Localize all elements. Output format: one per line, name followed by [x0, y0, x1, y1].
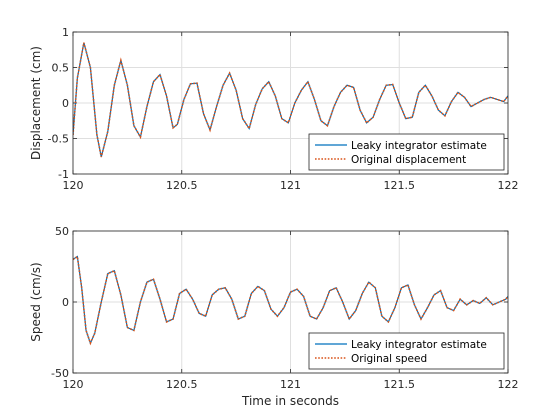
speed-x-tick-label: 121	[280, 378, 301, 391]
displacement-legend-label-estimate: Leaky integrator estimate	[351, 140, 487, 152]
speed-legend-box	[308, 332, 505, 370]
speed-x-tick-label: 121.5	[384, 378, 416, 391]
speed-y-tick-label: 50	[55, 225, 69, 238]
speed-x-tick-label: 120	[63, 378, 84, 391]
displacement-x-tick-label: 121	[280, 179, 301, 192]
displacement-series-original-line	[73, 42, 508, 158]
displacement-y-tick-label: -1	[58, 168, 69, 181]
speed-x-tick-label: 120.5	[166, 378, 198, 391]
displacement-plot: 120 120.5 121 121.5 122 -1 -0.5 0 0.5 1 Displaceme…	[29, 26, 519, 192]
speed-y-axis-label: Speed (cm/s)	[29, 262, 43, 341]
displacement-axes-frame	[72, 31, 509, 175]
speed-plot: 120 120.5 121 121.5 122 -50 0 50 Speed (cm/s) Tim…	[29, 225, 519, 408]
speed-x-axis-label: Time in seconds	[241, 394, 339, 408]
speed-legend-label-estimate: Leaky integrator estimate	[351, 339, 487, 351]
displacement-y-tick-label: 0.5	[52, 62, 70, 75]
speed-legend: Leaky integrator estimate Original speed	[308, 332, 505, 370]
displacement-x-tick-label: 121.5	[384, 179, 416, 192]
speed-series-original-line	[73, 255, 508, 346]
displacement-y-axis-label: Displacement (cm)	[29, 46, 43, 160]
speed-y-tick-label: -50	[51, 367, 69, 380]
speed-legend-label-original: Original speed	[351, 353, 427, 365]
displacement-y-tick-label: -0.5	[48, 133, 69, 146]
displacement-x-tick-label: 122	[498, 179, 519, 192]
speed-y-tick-label: 0	[62, 296, 69, 309]
displacement-legend-box	[308, 133, 505, 171]
displacement-x-tick-label: 120	[63, 179, 84, 192]
displacement-legend-label-original: Original displacement	[351, 154, 466, 166]
speed-axes-frame	[72, 230, 509, 374]
speed-x-tick-label: 122	[498, 378, 519, 391]
displacement-x-tick-label: 120.5	[166, 179, 198, 192]
displacement-legend: Leaky integrator estimate Original displa…	[308, 133, 505, 171]
displacement-y-tick-label: 1	[62, 26, 69, 39]
displacement-y-tick-label: 0	[62, 97, 69, 110]
